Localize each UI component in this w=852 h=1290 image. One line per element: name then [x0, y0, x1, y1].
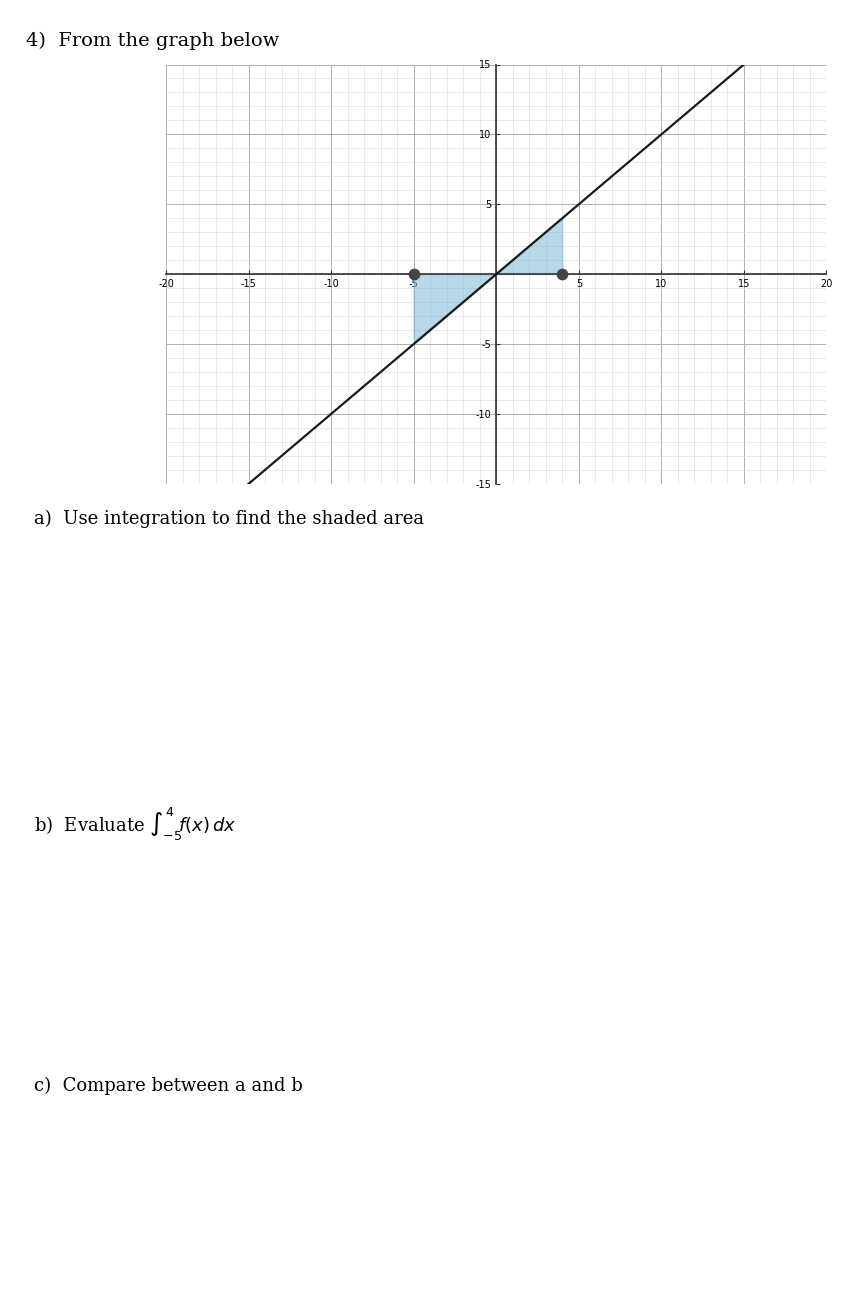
Text: b)  Evaluate $\int_{-5}^{4}\!f(x)\,dx$: b) Evaluate $\int_{-5}^{4}\!f(x)\,dx$ [34, 806, 237, 844]
Text: a)  Use integration to find the shaded area: a) Use integration to find the shaded ar… [34, 510, 424, 528]
Text: 4)  From the graph below: 4) From the graph below [26, 32, 279, 50]
Text: c)  Compare between a and b: c) Compare between a and b [34, 1077, 302, 1095]
Point [407, 264, 421, 285]
Point [556, 264, 569, 285]
